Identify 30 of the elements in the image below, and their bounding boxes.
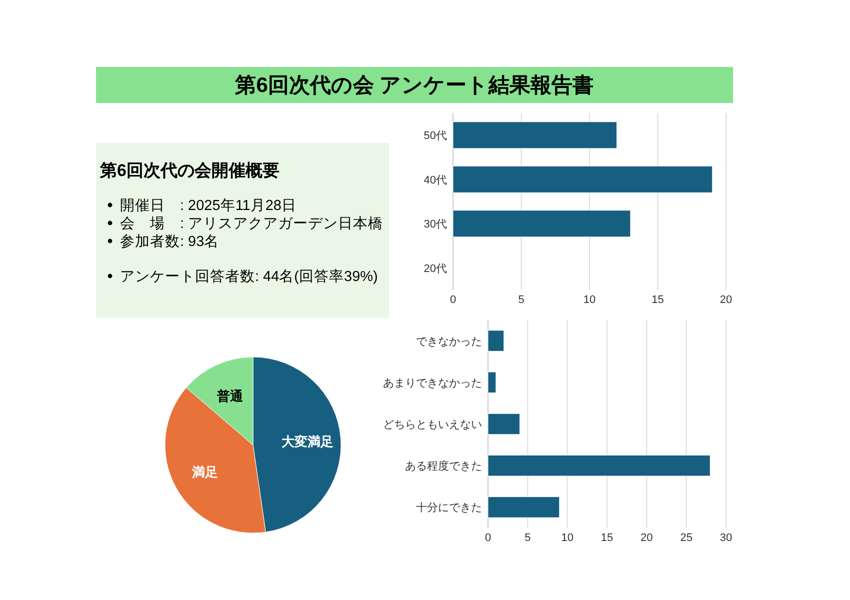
slice-label: 大変満足 [281, 434, 334, 450]
y-tick-label: 30代 [424, 218, 447, 231]
y-tick-label: 50代 [424, 130, 447, 142]
text: 開催日 : 2025年11月28日 [120, 197, 296, 214]
slice-label: 満足 [191, 464, 218, 480]
text: 第6回次代の会 アンケート結果報告書 [234, 74, 594, 97]
y-tick-label: できなかった [416, 336, 482, 348]
x-tick-label: 0 [450, 294, 456, 306]
x-tick-label: 30 [720, 532, 732, 544]
x-tick-label: 20 [640, 532, 653, 544]
x-tick-label: 10 [583, 294, 596, 306]
x-tick-label: 15 [600, 532, 614, 544]
x-tick-label: 5 [524, 532, 531, 544]
text: 参加者数: 93名 [120, 233, 220, 250]
text: アンケート回答者数: 44名(回答率39%) [120, 268, 378, 285]
x-tick-label: 0 [484, 532, 492, 544]
y-tick-label: どちらともいえない [383, 419, 482, 431]
y-tick-label: あまりできなかった [383, 377, 482, 390]
text: 会 場 : アリスアクアガーデン日本橋 [120, 215, 384, 232]
x-tick-label: 10 [561, 532, 574, 544]
x-tick-label: 5 [518, 294, 524, 306]
y-tick-label: 十分にできた [416, 501, 482, 514]
x-tick-label: 20 [720, 294, 732, 306]
x-tick-label: 15 [652, 294, 664, 306]
y-tick-label: 20代 [424, 262, 447, 275]
text: 第6回次代の会開催概要 [99, 161, 280, 180]
y-tick-label: 40代 [424, 174, 447, 186]
x-tick-label: 25 [680, 532, 692, 544]
y-tick-label: ある程度できた [405, 460, 482, 473]
slice-label: 普通 [216, 388, 244, 404]
